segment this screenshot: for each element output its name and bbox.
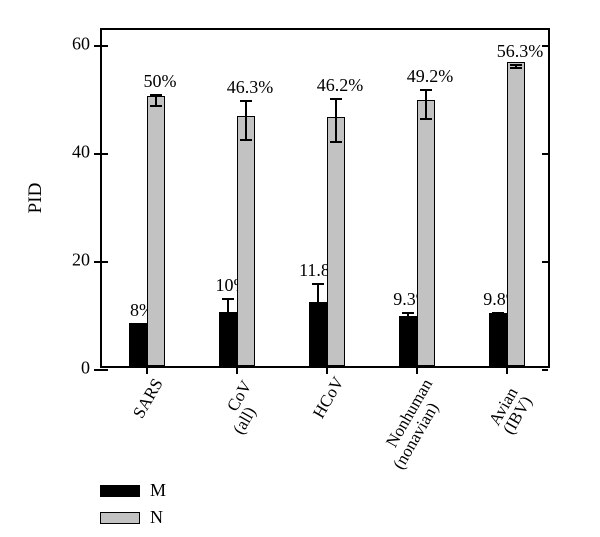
x-tick: [506, 366, 508, 374]
error-bar: [425, 90, 427, 118]
legend-item: M: [100, 480, 166, 501]
plot-area: 8%50%10%46.3%11.8%46.2%9.3%49.2%9.8%56.3…: [100, 28, 550, 368]
error-cap: [132, 329, 144, 331]
error-cap: [240, 139, 252, 141]
x-tick-label: SARS: [129, 375, 168, 422]
legend-swatch: [100, 485, 140, 497]
y-tick-label: 0: [50, 358, 90, 379]
x-tick: [236, 366, 238, 374]
error-cap: [222, 298, 234, 300]
legend-item: N: [100, 507, 166, 528]
error-cap: [240, 100, 252, 102]
error-cap: [150, 94, 162, 96]
error-cap: [402, 312, 414, 314]
x-tick: [416, 366, 418, 374]
error-cap: [420, 89, 432, 91]
error-bar: [227, 299, 229, 334]
error-cap: [132, 323, 144, 325]
error-cap: [312, 328, 324, 330]
error-bar: [317, 284, 319, 329]
chart-root: 8%50%10%46.3%11.8%46.2%9.3%49.2%9.8%56.3…: [0, 0, 600, 537]
value-label: 46.2%: [317, 75, 364, 96]
x-tick: [326, 366, 328, 374]
legend: MN: [100, 480, 166, 534]
error-cap: [510, 67, 522, 69]
value-label: 49.2%: [407, 66, 454, 87]
x-tick-label: HCoV: [309, 374, 349, 422]
error-cap: [492, 312, 504, 314]
y-tick-label: 40: [50, 142, 90, 163]
bar-N: [417, 100, 435, 366]
y-tick-label: 60: [50, 34, 90, 55]
error-bar: [335, 99, 337, 142]
y-axis-label: PID: [25, 183, 47, 214]
bar-N: [327, 117, 345, 366]
error-cap: [150, 105, 162, 107]
bar-N: [147, 96, 165, 366]
value-label: 46.3%: [227, 77, 274, 98]
error-cap: [222, 332, 234, 334]
legend-label: M: [150, 480, 166, 501]
bar-N: [507, 62, 525, 366]
error-cap: [420, 118, 432, 120]
error-cap: [492, 320, 504, 322]
x-tick: [146, 366, 148, 374]
error-cap: [330, 98, 342, 100]
y-tick-label: 20: [50, 250, 90, 271]
error-cap: [312, 283, 324, 285]
value-label: 56.3%: [497, 41, 544, 62]
bar-N: [237, 116, 255, 366]
error-bar: [245, 101, 247, 140]
error-cap: [510, 64, 522, 66]
error-cap: [402, 325, 414, 327]
value-label: 50%: [144, 71, 177, 92]
legend-swatch: [100, 512, 140, 524]
error-cap: [330, 141, 342, 143]
legend-label: N: [150, 507, 163, 528]
